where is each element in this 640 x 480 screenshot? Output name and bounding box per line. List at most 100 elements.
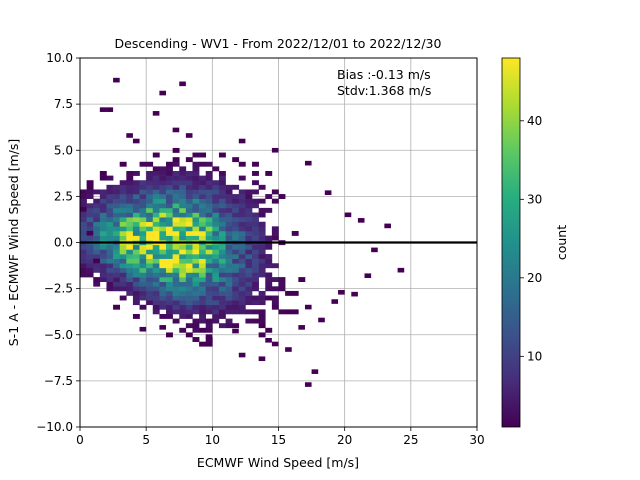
heatmap-cell-37	[86, 184, 94, 190]
heatmap-cell-721	[238, 249, 246, 255]
heatmap-cell-796	[258, 300, 266, 306]
heatmap-cell-689	[232, 267, 240, 273]
heatmap-cell-541	[199, 184, 207, 190]
outlier-cell-33	[139, 326, 147, 332]
heatmap-cell-673	[225, 207, 233, 213]
heatmap-cell-44	[93, 254, 101, 259]
heatmap-cell-827	[265, 207, 273, 213]
heatmap-cell-495	[192, 221, 200, 227]
heatmap-cell-679	[232, 323, 240, 329]
heatmap-cell-41	[93, 267, 101, 273]
heatmap-cell-798	[258, 290, 266, 296]
heatmap-cell-351	[166, 235, 173, 241]
heatmap-cell-124	[113, 198, 120, 204]
heatmap-cell-397	[172, 180, 180, 186]
heatmap-cell-732	[238, 198, 246, 204]
heatmap-cell-253	[146, 230, 154, 236]
heatmap-cell-255	[146, 221, 154, 227]
heatmap-cell-78	[99, 175, 107, 181]
heatmap-cell-824	[265, 244, 273, 250]
heatmap-cell-448	[185, 272, 193, 278]
heatmap-cell-512	[199, 318, 207, 324]
heatmap-cell-656	[225, 286, 233, 292]
heatmap-cell-613	[212, 180, 220, 186]
heatmap-cell-577	[205, 189, 213, 195]
heatmap-cell-359	[166, 198, 173, 204]
heatmap-cell-110	[113, 263, 120, 269]
heatmap-cell-361	[166, 189, 173, 195]
heatmap-cell-567	[205, 235, 213, 241]
heatmap-cell-333	[166, 332, 173, 338]
heatmap-cell-564	[205, 249, 213, 255]
heatmap-cell-13	[80, 212, 87, 218]
heatmap-cell-42	[93, 263, 101, 269]
heatmap-cell-624	[218, 277, 226, 283]
heatmap-cell-192	[132, 254, 140, 259]
heatmap-cell-394	[172, 194, 180, 199]
colorbar-tick-label-2: 30	[527, 192, 542, 206]
heatmap-cell-532	[199, 226, 207, 232]
heatmap-cell-357	[166, 207, 173, 213]
heatmap-cell-315	[159, 244, 167, 250]
heatmap-cell-396	[172, 184, 180, 190]
heatmap-cell-789	[252, 171, 259, 176]
heatmap-cell-99	[106, 198, 114, 204]
heatmap-cell-655	[225, 290, 233, 296]
heatmap-cell-193	[132, 249, 140, 255]
heatmap-cell-189	[132, 267, 140, 273]
outlier-cell-23	[304, 304, 312, 310]
heatmap-cell-419	[179, 244, 187, 250]
heatmap-cell-35	[86, 194, 94, 199]
heatmap-cell-98	[106, 203, 114, 209]
heatmap-cell-633	[218, 235, 226, 241]
heatmap-cell-494	[192, 226, 200, 232]
heatmap-cell-34	[86, 203, 94, 209]
y-axis-label: S-1 A - ECMWF Wind Speed [m/s]	[6, 139, 21, 347]
heatmap-cell-328	[159, 184, 167, 190]
outlier-cells	[80, 77, 405, 387]
heatmap-cell-634	[218, 230, 226, 236]
heatmap-cell-621	[218, 290, 226, 296]
heatmap-cell-787	[252, 189, 259, 195]
heatmap-cell-727	[238, 221, 246, 227]
heatmap-cell-557	[205, 281, 213, 287]
heatmap-cell-257	[146, 212, 154, 218]
heatmap-cell-465	[185, 194, 193, 199]
heatmap-cell-298	[152, 171, 160, 176]
heatmap-cell-466	[185, 189, 193, 195]
heatmap-cell-538	[199, 198, 207, 204]
heatmap-cell-407	[179, 300, 187, 306]
heatmap-cell-215	[139, 277, 147, 283]
heatmap-cell-3	[80, 258, 87, 264]
heatmap-cell-782	[252, 221, 259, 227]
heatmap-cell-780	[252, 230, 259, 236]
heatmap-cell-561	[205, 263, 213, 269]
heatmap-cell-606	[212, 212, 220, 218]
heatmap-cell-310	[159, 267, 167, 273]
heatmap-cell-6	[80, 244, 87, 250]
heatmap-cell-709	[238, 304, 246, 310]
heatmap-cell-51	[93, 221, 101, 227]
heatmap-cell-277	[152, 267, 160, 273]
heatmap-cell-200	[132, 217, 140, 223]
heatmap-cell-87	[106, 254, 114, 259]
heatmap-cell-181	[132, 313, 140, 319]
heatmap-cell-703	[232, 203, 240, 209]
heatmap-cell-58	[99, 277, 107, 283]
heatmap-cell-763	[245, 189, 253, 195]
heatmap-cell-442	[185, 300, 193, 306]
heatmap-cell-282	[152, 244, 160, 250]
heatmap-cell-96	[106, 212, 114, 218]
heatmap-cell-783	[252, 217, 259, 223]
heatmap-cell-438	[185, 323, 193, 329]
outlier-cell-22	[331, 299, 339, 304]
heatmap-cell-620	[218, 295, 226, 301]
heatmap-cell-138	[119, 244, 127, 250]
heatmap-cell-151	[119, 184, 127, 190]
heatmap-cell-486	[192, 263, 200, 269]
heatmap-cell-319	[159, 226, 167, 232]
heatmap-cell-111	[113, 258, 120, 264]
heatmap-cell-271	[152, 295, 160, 301]
heatmap-cell-546	[205, 341, 213, 347]
heatmap-cell-117	[113, 230, 120, 236]
